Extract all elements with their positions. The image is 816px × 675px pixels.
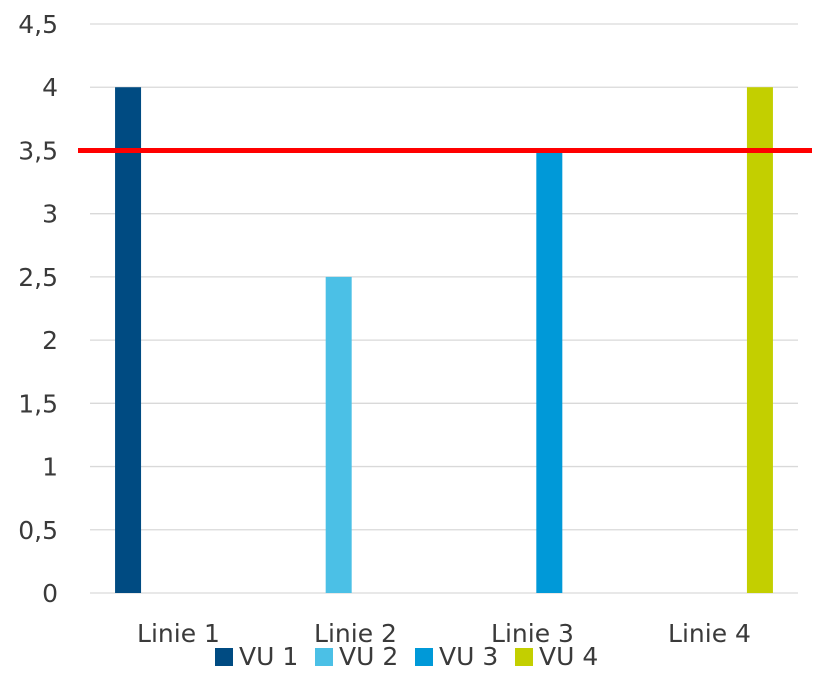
legend-swatch [215, 648, 233, 666]
y-tick-label: 2 [42, 326, 58, 355]
y-tick-label: 1 [42, 453, 58, 482]
x-tick-label: Linie 1 [137, 619, 220, 648]
x-tick-label: Linie 3 [491, 619, 574, 648]
y-tick-label: 4 [42, 73, 58, 102]
x-tick-label: Linie 2 [314, 619, 397, 648]
legend-label: VU 4 [539, 642, 598, 671]
gridlines [90, 23, 798, 594]
y-axis-tick-labels: 0 0,5 1 1,5 2 2,5 3 3,5 4 4,5 [18, 10, 58, 608]
bar-vu-1 [115, 87, 142, 593]
bars [115, 87, 773, 593]
x-tick-label: Linie 4 [668, 619, 751, 648]
y-tick-label: 3,5 [18, 136, 58, 165]
x-axis-tick-labels: Linie 1 Linie 2 Linie 3 Linie 4 [137, 619, 751, 648]
legend: VU 1 VU 2 VU 3 VU 4 [215, 642, 598, 671]
y-tick-label: 2,5 [18, 263, 58, 292]
y-tick-label: 3 [42, 200, 58, 229]
legend-label: VU 2 [339, 642, 398, 671]
legend-swatch [415, 648, 433, 666]
bar-vu-3 [536, 150, 563, 593]
y-tick-label: 0,5 [18, 516, 58, 545]
y-tick-label: 0 [42, 579, 58, 608]
bar-vu-2 [325, 276, 352, 593]
legend-swatch [515, 648, 533, 666]
legend-label: VU 3 [439, 642, 498, 671]
legend-label: VU 1 [239, 642, 298, 671]
y-tick-label: 4,5 [18, 10, 58, 39]
bar-vu-4 [746, 87, 773, 593]
legend-swatch [315, 648, 333, 666]
y-tick-label: 1,5 [18, 389, 58, 418]
